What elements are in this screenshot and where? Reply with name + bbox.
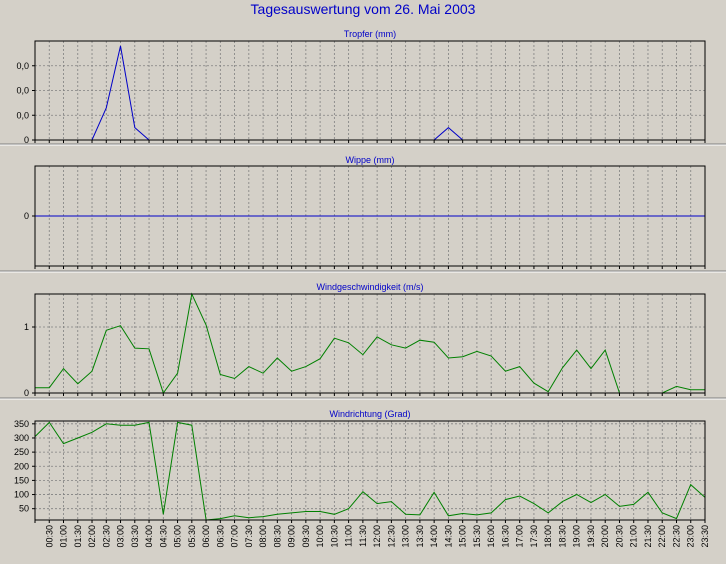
y-tick-label: 0 bbox=[24, 211, 29, 221]
x-tick-label: 08:30 bbox=[272, 525, 282, 548]
series-line bbox=[34, 421, 706, 521]
x-tick-label: 01:30 bbox=[73, 525, 83, 548]
x-tick-label: 07:00 bbox=[230, 525, 240, 548]
series-line bbox=[35, 292, 705, 395]
page-title: Tagesauswertung vom 26. Mai 2003 bbox=[250, 1, 476, 17]
x-tick-label: 04:00 bbox=[144, 525, 154, 548]
x-tick-label: 09:30 bbox=[301, 525, 311, 548]
x-tick-label: 16:00 bbox=[486, 525, 496, 548]
x-tick-label: 19:30 bbox=[586, 525, 596, 548]
y-tick-label: 0,0 bbox=[16, 61, 29, 71]
x-tick-label: 23:30 bbox=[700, 525, 710, 548]
x-tick-label: 20:00 bbox=[600, 525, 610, 548]
x-tick-label: 23:00 bbox=[686, 525, 696, 548]
plot-area bbox=[35, 421, 705, 520]
panel-title: Windrichtung (Grad) bbox=[329, 409, 410, 419]
panel-title: Windgeschwindigkeit (m/s) bbox=[316, 282, 423, 292]
y-tick-label: 0 bbox=[24, 135, 29, 145]
x-tick-label: 13:30 bbox=[415, 525, 425, 548]
x-tick-label: 06:30 bbox=[215, 525, 225, 548]
x-tick-label: 03:00 bbox=[116, 525, 126, 548]
x-tick-label: 05:00 bbox=[173, 525, 183, 548]
plot-frame bbox=[34, 40, 706, 141]
plot-frame bbox=[34, 420, 706, 521]
plot-frame bbox=[34, 293, 706, 394]
x-tick-label: 09:00 bbox=[287, 525, 297, 548]
y-tick-label: 100 bbox=[14, 490, 29, 500]
x-tick-label: 15:30 bbox=[472, 525, 482, 548]
x-tick-label: 13:00 bbox=[401, 525, 411, 548]
y-tick-label: 50 bbox=[19, 504, 29, 514]
x-tick-label: 22:30 bbox=[672, 525, 682, 548]
x-tick-label: 22:00 bbox=[657, 525, 667, 548]
x-tick-label: 17:30 bbox=[529, 525, 539, 548]
y-tick-label: 200 bbox=[14, 461, 29, 471]
y-tick-label: 350 bbox=[14, 419, 29, 429]
x-tick-label: 20:30 bbox=[615, 525, 625, 548]
x-tick-label: 07:30 bbox=[244, 525, 254, 548]
x-tick-label: 15:00 bbox=[458, 525, 468, 548]
x-tick-label: 01:00 bbox=[59, 525, 69, 548]
plot-frame bbox=[34, 165, 706, 267]
x-tick-label: 12:30 bbox=[386, 525, 396, 548]
x-tick-label: 00:30 bbox=[44, 525, 54, 548]
y-tick-label: 1 bbox=[24, 322, 29, 332]
x-tick-label: 02:00 bbox=[87, 525, 97, 548]
plot-area bbox=[35, 294, 705, 393]
x-tick-label: 12:00 bbox=[372, 525, 382, 548]
x-tick-label: 21:30 bbox=[643, 525, 653, 548]
x-tick-label: 10:00 bbox=[315, 525, 325, 548]
x-tick-label: 19:00 bbox=[572, 525, 582, 548]
x-tick-label: 10:30 bbox=[329, 525, 339, 548]
y-tick-label: 0,0 bbox=[16, 110, 29, 120]
y-tick-label: 0,0 bbox=[16, 86, 29, 96]
charts-canvas: Tropfer (mm) 0 0,0 0,0 0,0 Wippe (mm) 0 Windges… bbox=[0, 29, 726, 548]
x-tick-label: 14:30 bbox=[443, 525, 453, 548]
x-tick-label: 11:30 bbox=[358, 525, 368, 547]
x-tick-label: 21:00 bbox=[629, 525, 639, 548]
x-tick-label: 06:00 bbox=[201, 525, 211, 548]
x-tick-label: 04:30 bbox=[158, 525, 168, 548]
x-tick-label: 11:00 bbox=[344, 525, 354, 547]
x-tick-label: 08:00 bbox=[258, 525, 268, 548]
plot-area bbox=[35, 41, 705, 140]
y-tick-label: 250 bbox=[14, 447, 29, 457]
x-tick-label: 02:30 bbox=[101, 525, 111, 548]
x-tick-label: 18:30 bbox=[557, 525, 567, 548]
x-tick-label: 14:00 bbox=[429, 525, 439, 548]
y-tick-label: 300 bbox=[14, 433, 29, 443]
x-tick-label: 18:00 bbox=[543, 525, 553, 548]
x-tick-label: 17:00 bbox=[515, 525, 525, 548]
y-tick-label: 0 bbox=[24, 388, 29, 398]
panel-title: Tropfer (mm) bbox=[344, 29, 396, 39]
y-tick-label: 150 bbox=[14, 475, 29, 485]
x-tick-label: 05:30 bbox=[187, 525, 197, 548]
x-tick-label: 16:30 bbox=[500, 525, 510, 548]
panel-title: Wippe (mm) bbox=[346, 155, 395, 165]
x-tick-label: 03:30 bbox=[130, 525, 140, 548]
